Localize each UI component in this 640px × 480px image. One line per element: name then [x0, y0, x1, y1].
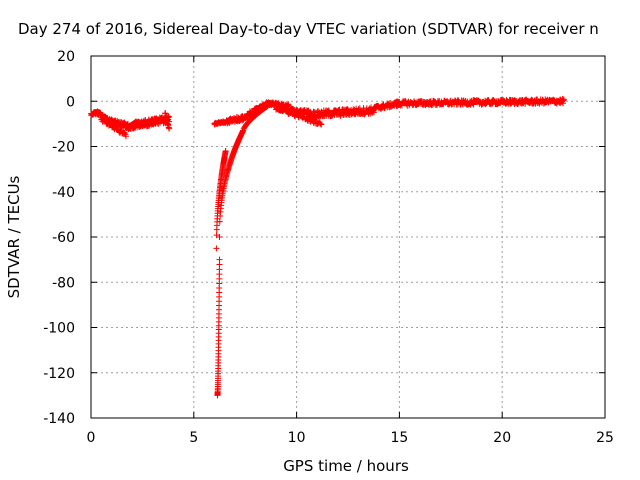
data-point — [166, 125, 173, 132]
x-tick-labels: 0 5 10 15 20 25 — [87, 430, 614, 446]
y-tick-label: -140 — [43, 411, 75, 427]
x-tick-label: 20 — [493, 430, 511, 446]
data-point — [121, 129, 128, 136]
y-tick-label: -80 — [52, 275, 75, 291]
y-tick-label: 0 — [66, 94, 75, 110]
axis-ticks — [90, 55, 606, 419]
data-points — [88, 96, 567, 399]
data-point — [370, 109, 377, 116]
x-tick-label: 15 — [390, 430, 408, 446]
data-point — [216, 218, 223, 225]
y-tick-label: 20 — [57, 49, 75, 65]
data-point — [318, 121, 325, 128]
y-axis-label: SDTVAR / TECUs — [5, 175, 23, 298]
x-axis-label: GPS time / hours — [283, 457, 409, 475]
x-tick-label: 0 — [87, 430, 96, 446]
data-point — [216, 234, 223, 240]
chart-title: Day 274 of 2016, Sidereal Day-to-day VTE… — [18, 20, 599, 38]
data-point — [122, 133, 129, 140]
data-point — [560, 96, 567, 103]
data-point — [285, 101, 292, 108]
y-tick-label: -60 — [52, 230, 75, 246]
data-point — [213, 245, 220, 252]
y-tick-labels: -140 -120 -100 -80 -60 -40 -20 0 20 — [43, 49, 75, 427]
y-tick-label: -20 — [52, 140, 75, 156]
y-tick-label: -120 — [43, 366, 75, 382]
data-point — [222, 148, 229, 155]
data-point — [216, 256, 223, 263]
y-tick-label: -100 — [43, 321, 75, 337]
x-tick-label: 10 — [288, 430, 306, 446]
data-point — [264, 102, 271, 109]
x-tick-label: 25 — [596, 430, 614, 446]
x-tick-label: 5 — [189, 430, 198, 446]
data-point — [317, 120, 324, 127]
y-tick-label: -40 — [52, 185, 75, 201]
